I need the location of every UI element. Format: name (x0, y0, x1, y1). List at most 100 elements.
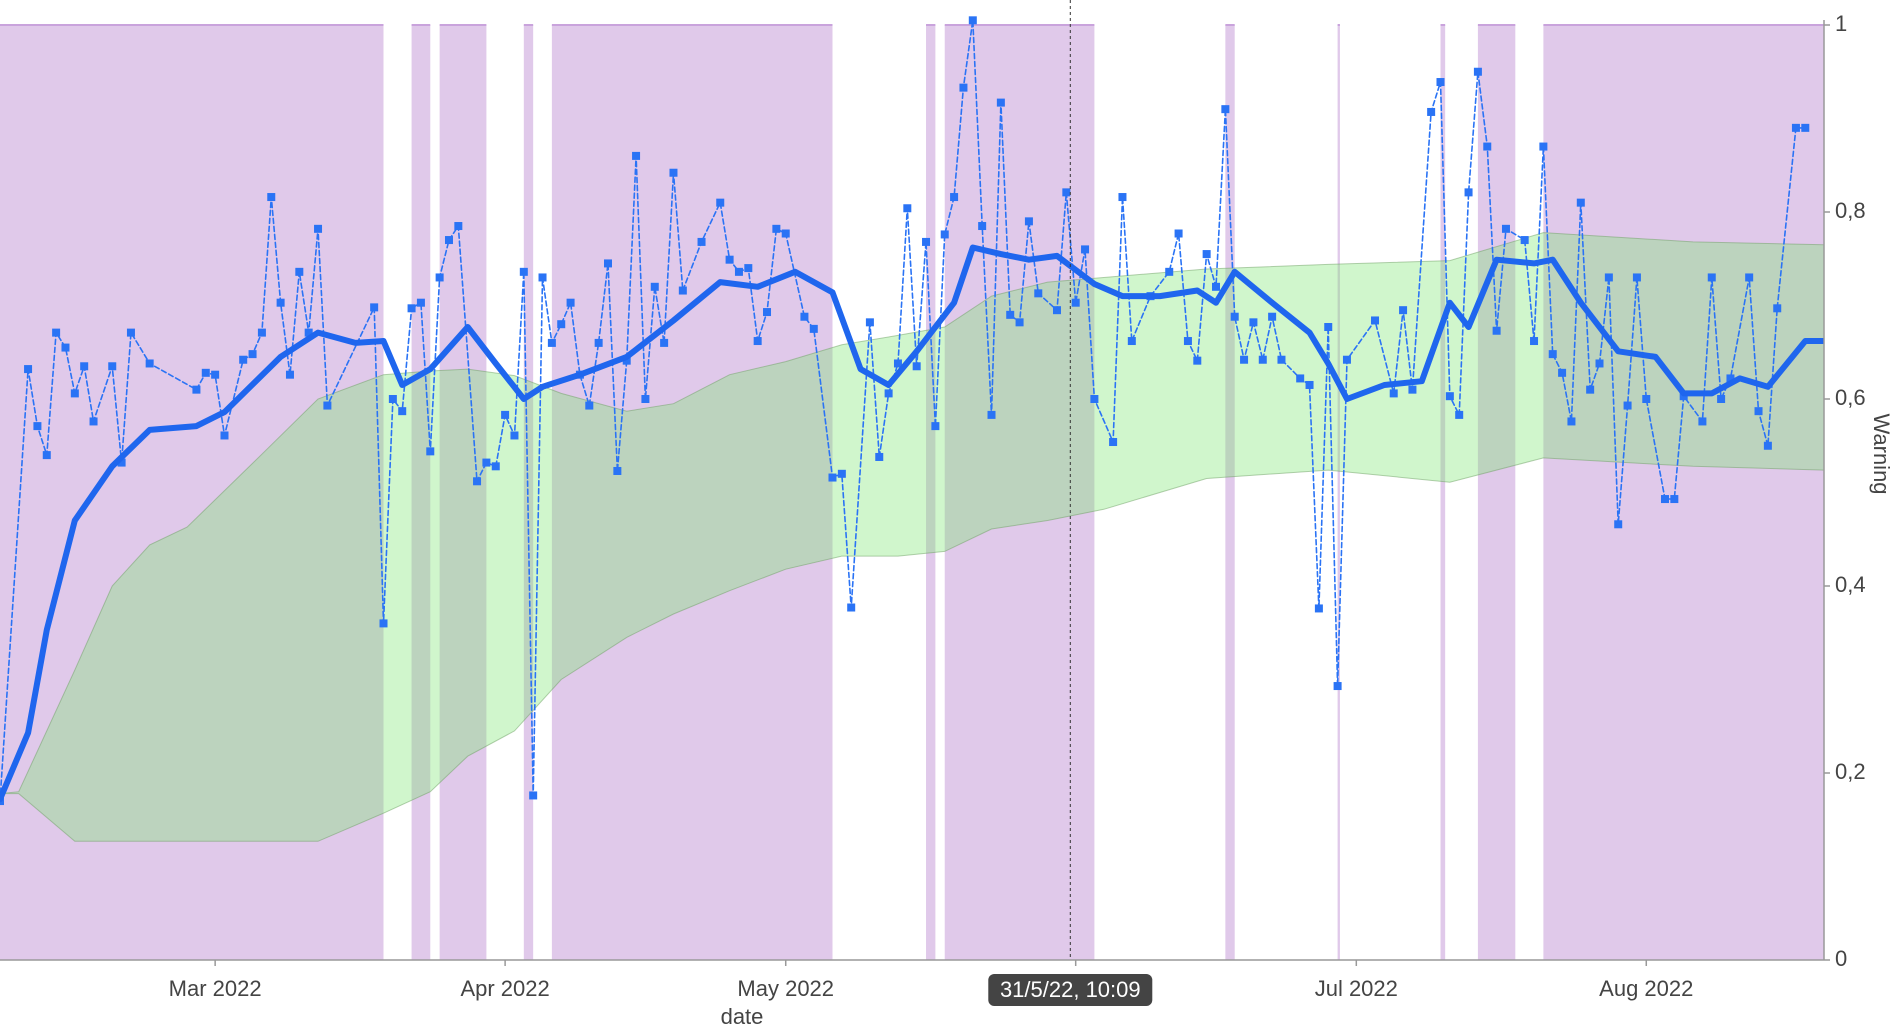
data-point (903, 204, 912, 213)
data-point (931, 422, 940, 431)
data-point (1670, 495, 1679, 504)
x-tick-label: Aug 2022 (1599, 976, 1693, 1001)
data-point (1389, 389, 1398, 398)
data-point (80, 362, 89, 371)
data-point (33, 422, 42, 431)
data-point (1296, 374, 1305, 383)
data-point (1427, 107, 1436, 116)
data-point (996, 98, 1005, 107)
data-point (1090, 395, 1099, 403)
data-point (1473, 67, 1482, 76)
data-point (192, 385, 201, 394)
data-point (959, 83, 968, 92)
data-point (201, 368, 210, 377)
data-point (1445, 392, 1454, 401)
x-tick-label: Mar 2022 (169, 976, 262, 1001)
data-point (1081, 245, 1090, 254)
shaded-range (926, 25, 936, 960)
data-point (89, 417, 98, 426)
plot-area (0, 16, 1824, 960)
data-point (1520, 236, 1529, 245)
data-point (145, 359, 154, 368)
x-tick-label: Jul 2022 (1315, 976, 1398, 1001)
data-point (323, 401, 332, 410)
data-point (24, 365, 33, 374)
data-point (501, 410, 510, 419)
data-point (1632, 273, 1641, 282)
data-point (1240, 355, 1249, 364)
data-point (126, 328, 135, 337)
data-point (1109, 438, 1118, 447)
data-point (42, 451, 51, 460)
data-point (1333, 682, 1342, 691)
plot-layer (0, 16, 1824, 960)
y-tick-label: 1 (1835, 11, 1847, 36)
data-point (482, 458, 491, 467)
data-point (295, 267, 304, 276)
data-point (1399, 306, 1408, 315)
data-point (1595, 359, 1604, 368)
hover-label: 31/5/22, 10:09 (1000, 977, 1141, 1002)
x-tick-label: Apr 2022 (460, 976, 549, 1001)
data-point (1006, 310, 1015, 319)
data-point (566, 298, 575, 307)
data-point (370, 303, 379, 312)
data-point (763, 308, 772, 317)
data-point (1249, 318, 1258, 327)
data-point (1015, 318, 1024, 327)
data-point (388, 395, 397, 403)
data-point (716, 198, 725, 207)
data-point (1268, 312, 1277, 321)
data-point (753, 337, 762, 346)
data-point (1174, 229, 1183, 238)
data-point (978, 222, 987, 231)
data-point (1193, 356, 1202, 365)
data-point (613, 466, 622, 475)
data-point (847, 603, 856, 612)
y-tick-label: 0,2 (1835, 759, 1866, 784)
shaded-range (1225, 25, 1235, 960)
data-point (1258, 355, 1267, 364)
data-point (912, 362, 921, 371)
data-point (884, 389, 893, 398)
y-axis-label: Warning (1869, 413, 1894, 494)
data-point (669, 168, 678, 177)
data-point (1558, 368, 1567, 377)
data-point (211, 370, 220, 379)
data-point (267, 193, 276, 202)
shaded-range (551, 25, 833, 960)
data-point (1464, 188, 1473, 197)
data-point (865, 318, 874, 327)
data-point (454, 222, 463, 231)
data-point (1726, 374, 1735, 383)
data-point (641, 395, 650, 403)
data-point (491, 462, 500, 471)
shaded-range (1477, 25, 1516, 960)
data-point (1183, 337, 1192, 346)
data-point (1277, 355, 1286, 364)
data-point (1754, 407, 1763, 416)
data-point (809, 324, 818, 333)
shaded-range (411, 25, 431, 960)
data-point (950, 193, 959, 202)
data-point (407, 304, 416, 313)
data-point (1127, 337, 1136, 346)
shaded-range (0, 25, 384, 960)
data-point (744, 264, 753, 273)
data-point (547, 338, 556, 347)
data-point (1324, 323, 1333, 332)
data-point (1801, 123, 1810, 132)
data-point (1567, 417, 1576, 426)
data-point (1614, 520, 1623, 529)
data-point (1586, 385, 1595, 394)
data-point (257, 328, 266, 337)
shaded-range (944, 25, 1095, 960)
data-point (1118, 193, 1127, 202)
data-point (1342, 355, 1351, 364)
data-point (772, 224, 781, 233)
data-point (61, 343, 70, 352)
data-point (416, 298, 425, 307)
data-point (519, 267, 528, 276)
data-point (1436, 78, 1445, 87)
